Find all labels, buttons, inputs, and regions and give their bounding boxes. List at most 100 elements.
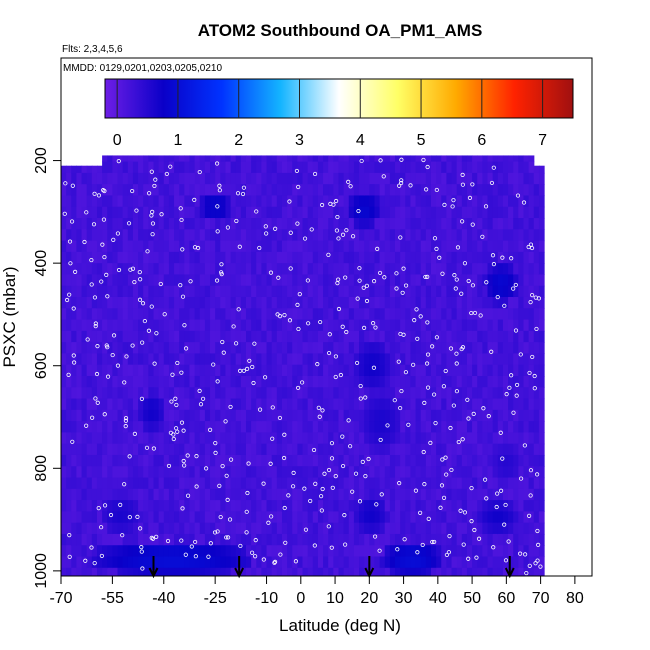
heatmap-cell	[533, 296, 540, 309]
heatmap-cell	[328, 195, 334, 208]
heatmap-cell	[245, 319, 252, 332]
heatmap-cell	[333, 488, 340, 501]
heatmap-cell	[415, 296, 422, 309]
heatmap-cell	[76, 296, 83, 309]
sample-marker	[138, 277, 143, 282]
heatmap-cell	[415, 432, 422, 445]
heatmap-cell	[281, 533, 288, 546]
heatmap-cell	[102, 155, 108, 163]
heatmap-cell	[66, 285, 72, 298]
heatmap-cell	[189, 319, 196, 332]
heatmap-cell	[112, 522, 119, 535]
heatmap-cell	[338, 251, 345, 264]
heatmap-cell	[317, 500, 324, 512]
heatmap-cell	[199, 511, 206, 524]
heatmap-cell	[148, 206, 155, 219]
sample-marker	[431, 392, 437, 397]
heatmap-cell	[353, 500, 360, 512]
heatmap-cell	[122, 443, 129, 456]
heatmap-cell	[343, 342, 350, 355]
heatmap-cell	[461, 545, 468, 558]
heatmap-cell	[395, 155, 401, 163]
heatmap-cell	[425, 432, 432, 445]
heatmap-cell	[66, 466, 72, 479]
sample-marker	[297, 291, 302, 297]
sample-marker	[523, 552, 528, 557]
heatmap-cell	[271, 477, 278, 490]
heatmap-cell	[492, 511, 499, 524]
heatmap-cell	[292, 296, 298, 309]
heatmap-cell	[91, 240, 98, 253]
heatmap-cell	[456, 522, 463, 535]
heatmap-cell	[153, 308, 160, 321]
sample-marker	[62, 211, 67, 216]
heatmap-cell	[374, 274, 381, 287]
heatmap-cell	[395, 296, 401, 309]
heatmap-cell	[364, 421, 370, 433]
heatmap-cell	[225, 375, 232, 388]
heatmap-cell	[153, 218, 160, 230]
heatmap-cell	[66, 184, 72, 197]
heatmap-cell	[210, 155, 216, 163]
sample-marker	[502, 303, 507, 308]
heatmap-cell	[251, 364, 257, 377]
heatmap-cell	[441, 330, 448, 343]
heatmap-cell	[379, 184, 386, 197]
heatmap-cell	[276, 375, 283, 388]
heatmap-cell	[194, 155, 201, 163]
heatmap-cell	[235, 477, 242, 490]
sample-marker	[422, 482, 427, 487]
heatmap-cell	[461, 443, 468, 456]
heatmap-cell	[328, 229, 334, 242]
heatmap-cell	[148, 342, 155, 355]
heatmap-cell	[163, 443, 170, 456]
heatmap-cell	[333, 409, 340, 422]
heatmap-cell	[420, 285, 427, 298]
heatmap-cell	[143, 206, 149, 219]
heatmap-cell	[338, 511, 345, 524]
sample-marker	[66, 372, 71, 377]
heatmap-cell	[323, 567, 329, 576]
heatmap-cell	[497, 454, 504, 467]
heatmap-cell	[405, 488, 412, 501]
heatmap-cell	[472, 229, 478, 242]
sample-marker	[225, 497, 230, 502]
sample-marker	[461, 542, 466, 547]
heatmap-cell	[240, 364, 247, 377]
heatmap-cell	[240, 161, 247, 174]
heatmap-cell	[456, 296, 463, 309]
heatmap-cell	[76, 218, 83, 230]
heatmap-cell	[343, 353, 350, 366]
heatmap-cell	[502, 206, 509, 219]
heatmap-cell	[323, 251, 329, 264]
heatmap-cell	[210, 421, 216, 433]
heatmap-cell	[482, 218, 489, 230]
heatmap-cell	[297, 240, 304, 253]
heatmap-cell	[153, 522, 160, 535]
heatmap-cell	[256, 556, 263, 569]
heatmap-cell	[477, 240, 483, 253]
heatmap-cell	[451, 511, 458, 524]
heatmap-cell	[184, 522, 191, 535]
heatmap-cell	[204, 488, 211, 501]
sample-marker	[340, 324, 345, 329]
heatmap-cell	[281, 522, 288, 535]
heatmap-cell	[215, 206, 221, 219]
heatmap-cell	[215, 522, 221, 535]
heatmap-cell	[538, 432, 545, 445]
heatmap-cell	[353, 387, 360, 400]
heatmap-cell	[405, 195, 412, 208]
heatmap-cell	[359, 296, 365, 309]
colorbar-tick-label: 0	[113, 132, 122, 149]
heatmap-cell	[168, 556, 175, 569]
heatmap-cell	[240, 432, 247, 445]
heatmap-cell	[359, 545, 365, 558]
sample-marker	[500, 255, 505, 260]
heatmap-cell	[369, 342, 376, 355]
heatmap-cell	[451, 500, 458, 512]
heatmap-cell	[96, 195, 103, 208]
sample-marker	[533, 295, 538, 300]
heatmap-cell	[353, 556, 360, 569]
sample-marker	[215, 529, 220, 534]
heatmap-cell	[359, 353, 365, 366]
